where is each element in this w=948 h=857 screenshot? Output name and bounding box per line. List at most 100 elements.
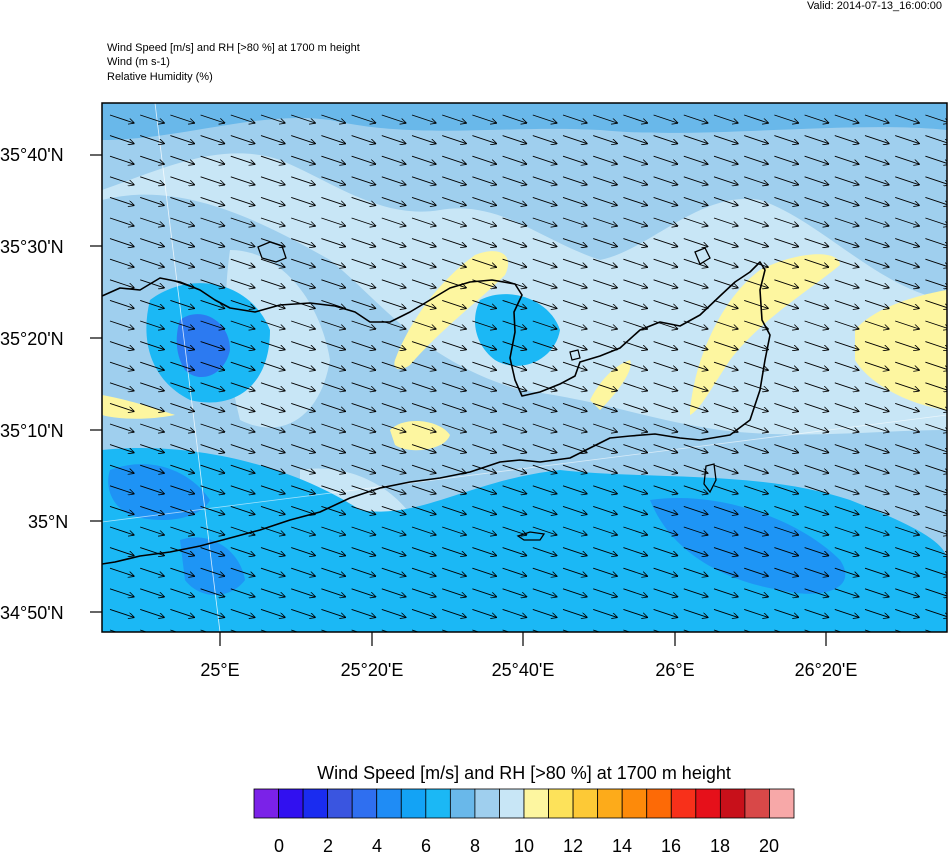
colorbar-swatch (449, 788, 476, 819)
colorbar (253, 788, 795, 819)
wind-arrow (381, 114, 406, 123)
wind-arrow (502, 547, 527, 556)
wind-arrow (683, 485, 708, 494)
wind-arrow (411, 299, 436, 308)
wind-arrow (442, 135, 466, 144)
wind-arrow (411, 547, 436, 556)
wind-arrow (351, 196, 376, 205)
wind-arrow (291, 588, 315, 597)
map-frame (101, 102, 948, 633)
wind-arrow (713, 135, 738, 144)
wind-arrow (562, 485, 587, 494)
wind-arrow (260, 299, 285, 308)
wind-arrow (472, 279, 496, 288)
wind-arrow (140, 361, 164, 370)
wind-arrow (774, 114, 798, 123)
wind-arrow (170, 526, 194, 535)
wind-arrow (864, 547, 889, 556)
wind-arrow (864, 176, 889, 185)
colorbar-swatch (499, 788, 525, 819)
wind-arrow (502, 402, 527, 411)
wind-arrow (744, 114, 768, 123)
wind-arrow (411, 526, 436, 535)
colorbar-swatch (572, 788, 599, 819)
wind-arrow (864, 135, 889, 144)
wind-arrow (109, 423, 134, 432)
wind-arrow (774, 279, 798, 288)
wind-arrow (291, 176, 315, 185)
wind-arrow (140, 444, 164, 453)
wind-arrow (774, 588, 798, 597)
wind-arrow (562, 279, 587, 288)
wind-arrow (864, 217, 889, 226)
wind-arrow (140, 464, 164, 473)
wind-arrow (532, 464, 557, 473)
wind-arrow (321, 526, 345, 535)
wind-arrow (170, 258, 194, 267)
wind-arrow (230, 588, 255, 597)
wind-arrow (804, 114, 829, 123)
wind-arrow (321, 155, 345, 164)
wind-arrow (381, 299, 406, 308)
wind-arrow (381, 608, 406, 617)
wind-arrow (623, 279, 647, 288)
wind-arrow (200, 423, 225, 432)
wind-arrow (502, 341, 527, 350)
wind-arrow (895, 382, 919, 391)
wind-arrow (593, 135, 617, 144)
wind-arrow (804, 505, 829, 514)
wind-arrow (864, 444, 889, 453)
wind-arrow (804, 320, 829, 329)
wind-arrow (864, 485, 889, 494)
wind-arrow (683, 135, 708, 144)
wind-arrow (472, 464, 496, 473)
wind-arrow (774, 155, 798, 164)
wind-arrow (351, 320, 376, 329)
wind-arrow (230, 567, 255, 576)
wind-arrow (260, 279, 285, 288)
wind-arrow (381, 320, 406, 329)
wind-arrow (593, 155, 617, 164)
wind-arrow (834, 299, 859, 308)
wind-arrow (744, 588, 768, 597)
wind-arrow (140, 176, 164, 185)
wind-arrow (653, 155, 678, 164)
wind-arrow (774, 423, 798, 432)
wind-arrow (109, 341, 134, 350)
wind-arrow (532, 423, 557, 432)
wind-arrow (109, 402, 134, 411)
wind-arrow (170, 444, 194, 453)
wind-arrow (321, 238, 345, 247)
wind-arrow (834, 155, 859, 164)
wind-arrow (109, 238, 134, 247)
wind-arrow (502, 423, 527, 432)
wind-arrow (895, 361, 919, 370)
wind-arrow (683, 155, 708, 164)
wind-arrow (653, 114, 678, 123)
wind-arrow (381, 423, 406, 432)
lon-label: 26°E (655, 660, 695, 680)
wind-arrow (562, 258, 587, 267)
wind-arrow (804, 444, 829, 453)
wind-arrow (623, 299, 647, 308)
wind-arrow (472, 485, 496, 494)
colorbar-swatch (327, 788, 353, 819)
wind-arrow (653, 341, 678, 350)
wind-arrow (774, 299, 798, 308)
wind-arrow (774, 526, 798, 535)
colorbar-tick-label: 4 (371, 836, 383, 856)
wind-arrow (653, 423, 678, 432)
wind-arrow (502, 444, 527, 453)
colorbar-swatch (400, 788, 427, 819)
wind-arrow (683, 196, 708, 205)
wind-arrow (140, 217, 164, 226)
wind-arrow (683, 114, 708, 123)
wind-arrow (200, 382, 225, 391)
wind-arrow (109, 567, 134, 576)
wind-arrow (804, 547, 829, 556)
wind-arrow (834, 258, 859, 267)
wind-arrow (683, 608, 708, 617)
wind-arrow (713, 217, 738, 226)
wind-arrow (230, 279, 255, 288)
